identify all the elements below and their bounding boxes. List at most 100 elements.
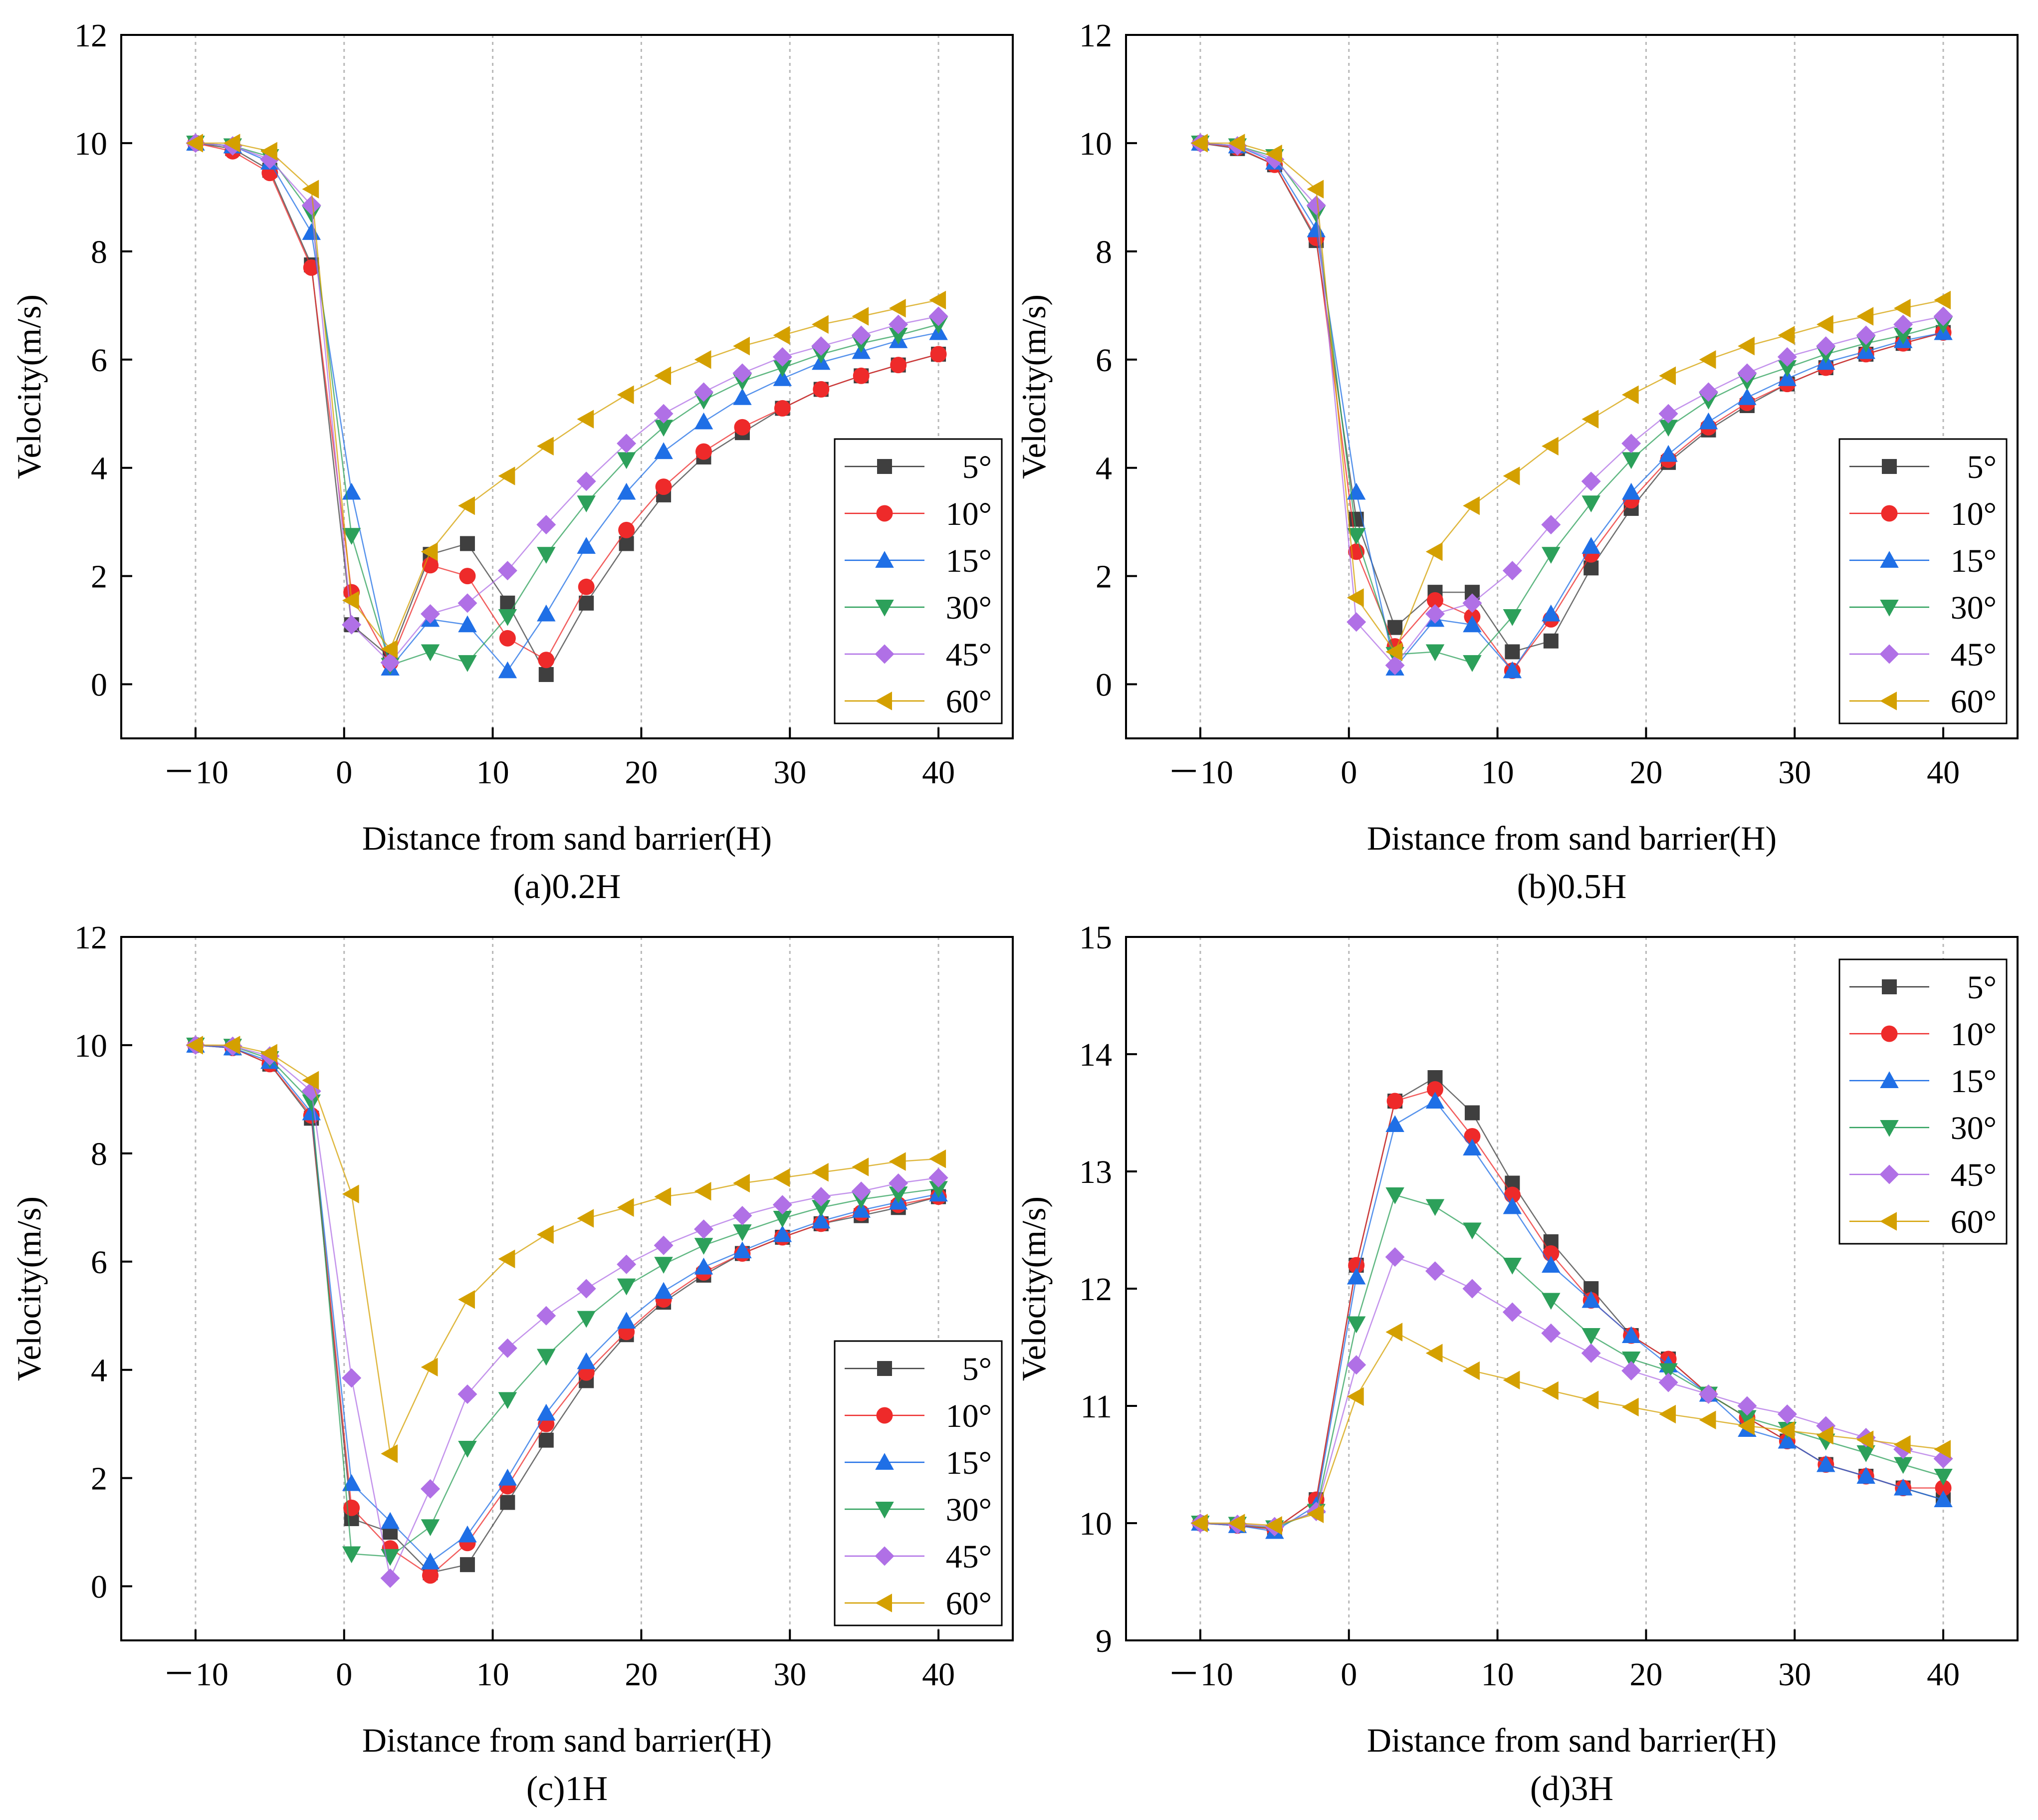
data-point-10deg (695, 443, 712, 460)
y-axis-title: Velocity(m/s) (10, 294, 48, 479)
data-point-30deg (889, 327, 908, 345)
data-point-45deg (1933, 306, 1953, 326)
data-point-60deg (1893, 298, 1911, 318)
legend-label: 60° (1951, 683, 1997, 720)
data-point-45deg (1737, 363, 1757, 383)
data-point-45deg (811, 336, 831, 356)
y-tick-label: 0 (1096, 667, 1112, 703)
legend-label: 5° (1967, 449, 1997, 485)
data-point-15deg (1778, 369, 1797, 386)
data-point-60deg (421, 542, 438, 561)
data-point-15deg (1582, 1291, 1600, 1308)
x-tick-label: －10 (163, 1656, 228, 1693)
data-point-45deg (617, 434, 637, 454)
chart-panel-c: －10 0 10 20 30 40 0 2 4 6 8 10 12 Distance from sand … (10, 919, 1014, 1808)
data-point-60deg (773, 326, 790, 345)
legend-label: 60° (946, 1586, 992, 1622)
legend-marker (1881, 505, 1898, 522)
data-point-15deg (1347, 1267, 1366, 1285)
data-point-30deg (617, 452, 636, 469)
data-point-45deg (1425, 604, 1445, 624)
data-point-30deg (617, 1278, 636, 1296)
x-tick-label: 30 (1778, 754, 1811, 791)
data-point-30deg (458, 1440, 477, 1458)
data-point-60deg (1463, 496, 1480, 515)
data-point-60deg (1699, 350, 1716, 369)
data-point-5deg (1543, 633, 1559, 649)
legend-label: 30° (946, 590, 992, 626)
series-line-30deg (195, 1044, 939, 1558)
data-point-15deg (1816, 1455, 1835, 1472)
data-point-45deg (1699, 382, 1719, 402)
data-point-45deg (497, 561, 517, 581)
x-axis-title: Distance from sand barrier(H) (362, 1721, 772, 1759)
x-tick-label: 10 (1481, 754, 1514, 791)
data-point-30deg (537, 1349, 556, 1366)
data-point-60deg (1191, 134, 1208, 153)
data-point-60deg (1778, 326, 1795, 345)
legend-label: 30° (1951, 590, 1997, 626)
data-point-15deg (1856, 1467, 1875, 1484)
legend-box (1838, 958, 2008, 1245)
data-point-60deg (812, 315, 829, 334)
data-point-30deg (654, 420, 673, 437)
data-point-45deg (497, 1338, 517, 1358)
data-point-60deg (537, 437, 554, 456)
legend-marker (875, 1502, 894, 1519)
data-point-15deg (654, 442, 673, 459)
data-point-5deg (619, 536, 634, 551)
data-point-10deg (1543, 1245, 1560, 1262)
legend-label: 15° (946, 543, 992, 579)
legend-label: 15° (946, 1445, 992, 1481)
legend-label: 10° (1951, 1016, 1997, 1053)
data-point-60deg (1385, 1323, 1403, 1342)
data-point-60deg (421, 1358, 438, 1377)
y-tick-label: 8 (1096, 234, 1112, 270)
data-point-60deg (617, 1198, 634, 1217)
data-point-60deg (1893, 1435, 1911, 1454)
data-point-5deg (538, 667, 554, 682)
data-point-60deg (381, 1444, 398, 1463)
data-point-45deg (1581, 471, 1601, 491)
data-point-30deg (577, 1311, 596, 1328)
data-point-60deg (1425, 542, 1443, 561)
data-point-45deg (889, 314, 908, 334)
data-point-45deg (1462, 593, 1482, 613)
data-point-30deg (889, 1186, 908, 1203)
data-point-60deg (1659, 366, 1676, 386)
data-point-30deg (1542, 547, 1561, 564)
legend-label: 30° (946, 1492, 992, 1528)
data-point-30deg (1621, 452, 1641, 469)
data-point-5deg (579, 595, 594, 611)
data-point-10deg (1426, 1081, 1443, 1098)
data-point-30deg (694, 1238, 713, 1255)
data-point-60deg (1856, 1430, 1874, 1449)
data-point-30deg (1385, 1187, 1404, 1204)
legend-marker (1882, 459, 1897, 474)
legend-marker (875, 1593, 892, 1612)
data-point-60deg (694, 350, 711, 369)
data-point-15deg (1699, 412, 1718, 430)
x-tick-label: 40 (1927, 1656, 1960, 1693)
y-tick-label: 15 (1079, 919, 1112, 956)
data-point-15deg (852, 1200, 871, 1218)
legend-label: 45° (1951, 1157, 1997, 1193)
data-point-15deg (812, 1211, 831, 1229)
data-point-10deg (890, 357, 907, 374)
data-point-60deg (381, 640, 398, 659)
series-line-60deg (195, 142, 939, 651)
data-point-15deg (342, 1474, 361, 1491)
data-point-10deg (655, 478, 672, 495)
plot-frame (1125, 34, 2019, 739)
data-point-60deg (1738, 336, 1755, 356)
data-point-45deg (457, 1384, 477, 1404)
data-point-30deg (537, 547, 556, 564)
legend-box (834, 438, 1003, 724)
data-point-15deg (537, 604, 556, 622)
plot-frame (120, 936, 1014, 1641)
data-point-15deg (577, 1352, 596, 1369)
data-point-15deg (1778, 1431, 1797, 1449)
data-point-45deg (1737, 1396, 1757, 1416)
data-point-60deg (654, 366, 672, 386)
data-point-45deg (576, 471, 596, 491)
